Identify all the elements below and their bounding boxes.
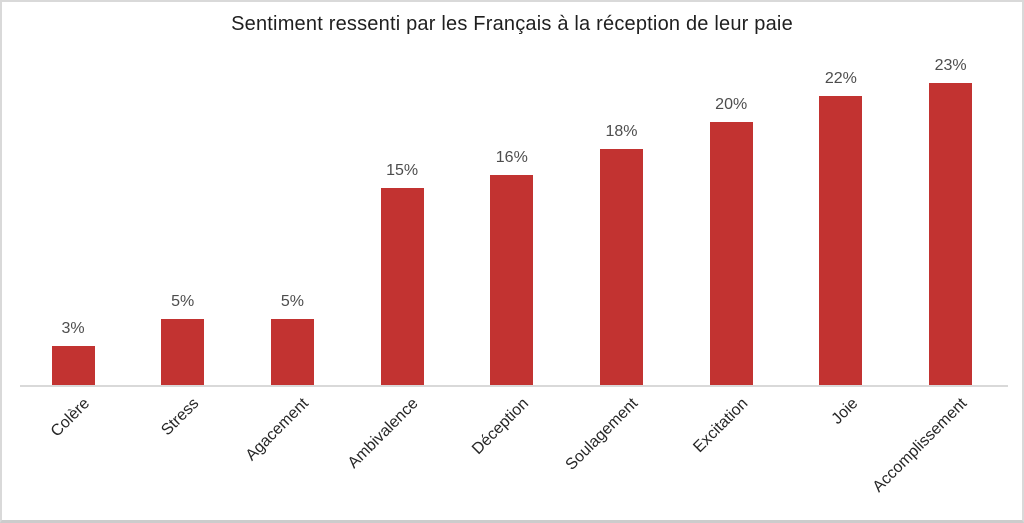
bar (929, 83, 973, 385)
bar (51, 345, 95, 385)
bar-value-label: 16% (495, 148, 528, 166)
bar (600, 148, 643, 385)
bar (490, 174, 534, 385)
bar (819, 96, 863, 385)
category-label: Colère (47, 395, 94, 441)
category-label: Soulagement (562, 395, 642, 474)
bar-value-label: 15% (386, 162, 419, 180)
category-label: Accomplissement (869, 395, 971, 496)
bar-value-label: 5% (280, 293, 304, 311)
category-label: Stress (158, 395, 203, 440)
chart-title: Sentiment ressenti par les Français à la… (231, 13, 793, 35)
bar-value-label: 20% (715, 96, 748, 114)
bar-value-label: 22% (824, 70, 857, 88)
category-label: Agacement (243, 395, 313, 465)
bar-value-label: 5% (171, 293, 195, 311)
category-label: Excitation (690, 395, 752, 457)
bar (380, 188, 424, 385)
bar (709, 122, 753, 385)
bar-value-label: 3% (61, 319, 85, 337)
category-label: Ambivalence (345, 395, 423, 472)
x-axis-line (20, 385, 1008, 387)
category-label: Joie (828, 395, 861, 428)
bar (161, 319, 205, 385)
bar (270, 319, 314, 385)
category-label: Déception (468, 395, 532, 458)
bar-value-label: 23% (934, 57, 967, 74)
bar-value-label: 18% (605, 122, 638, 140)
